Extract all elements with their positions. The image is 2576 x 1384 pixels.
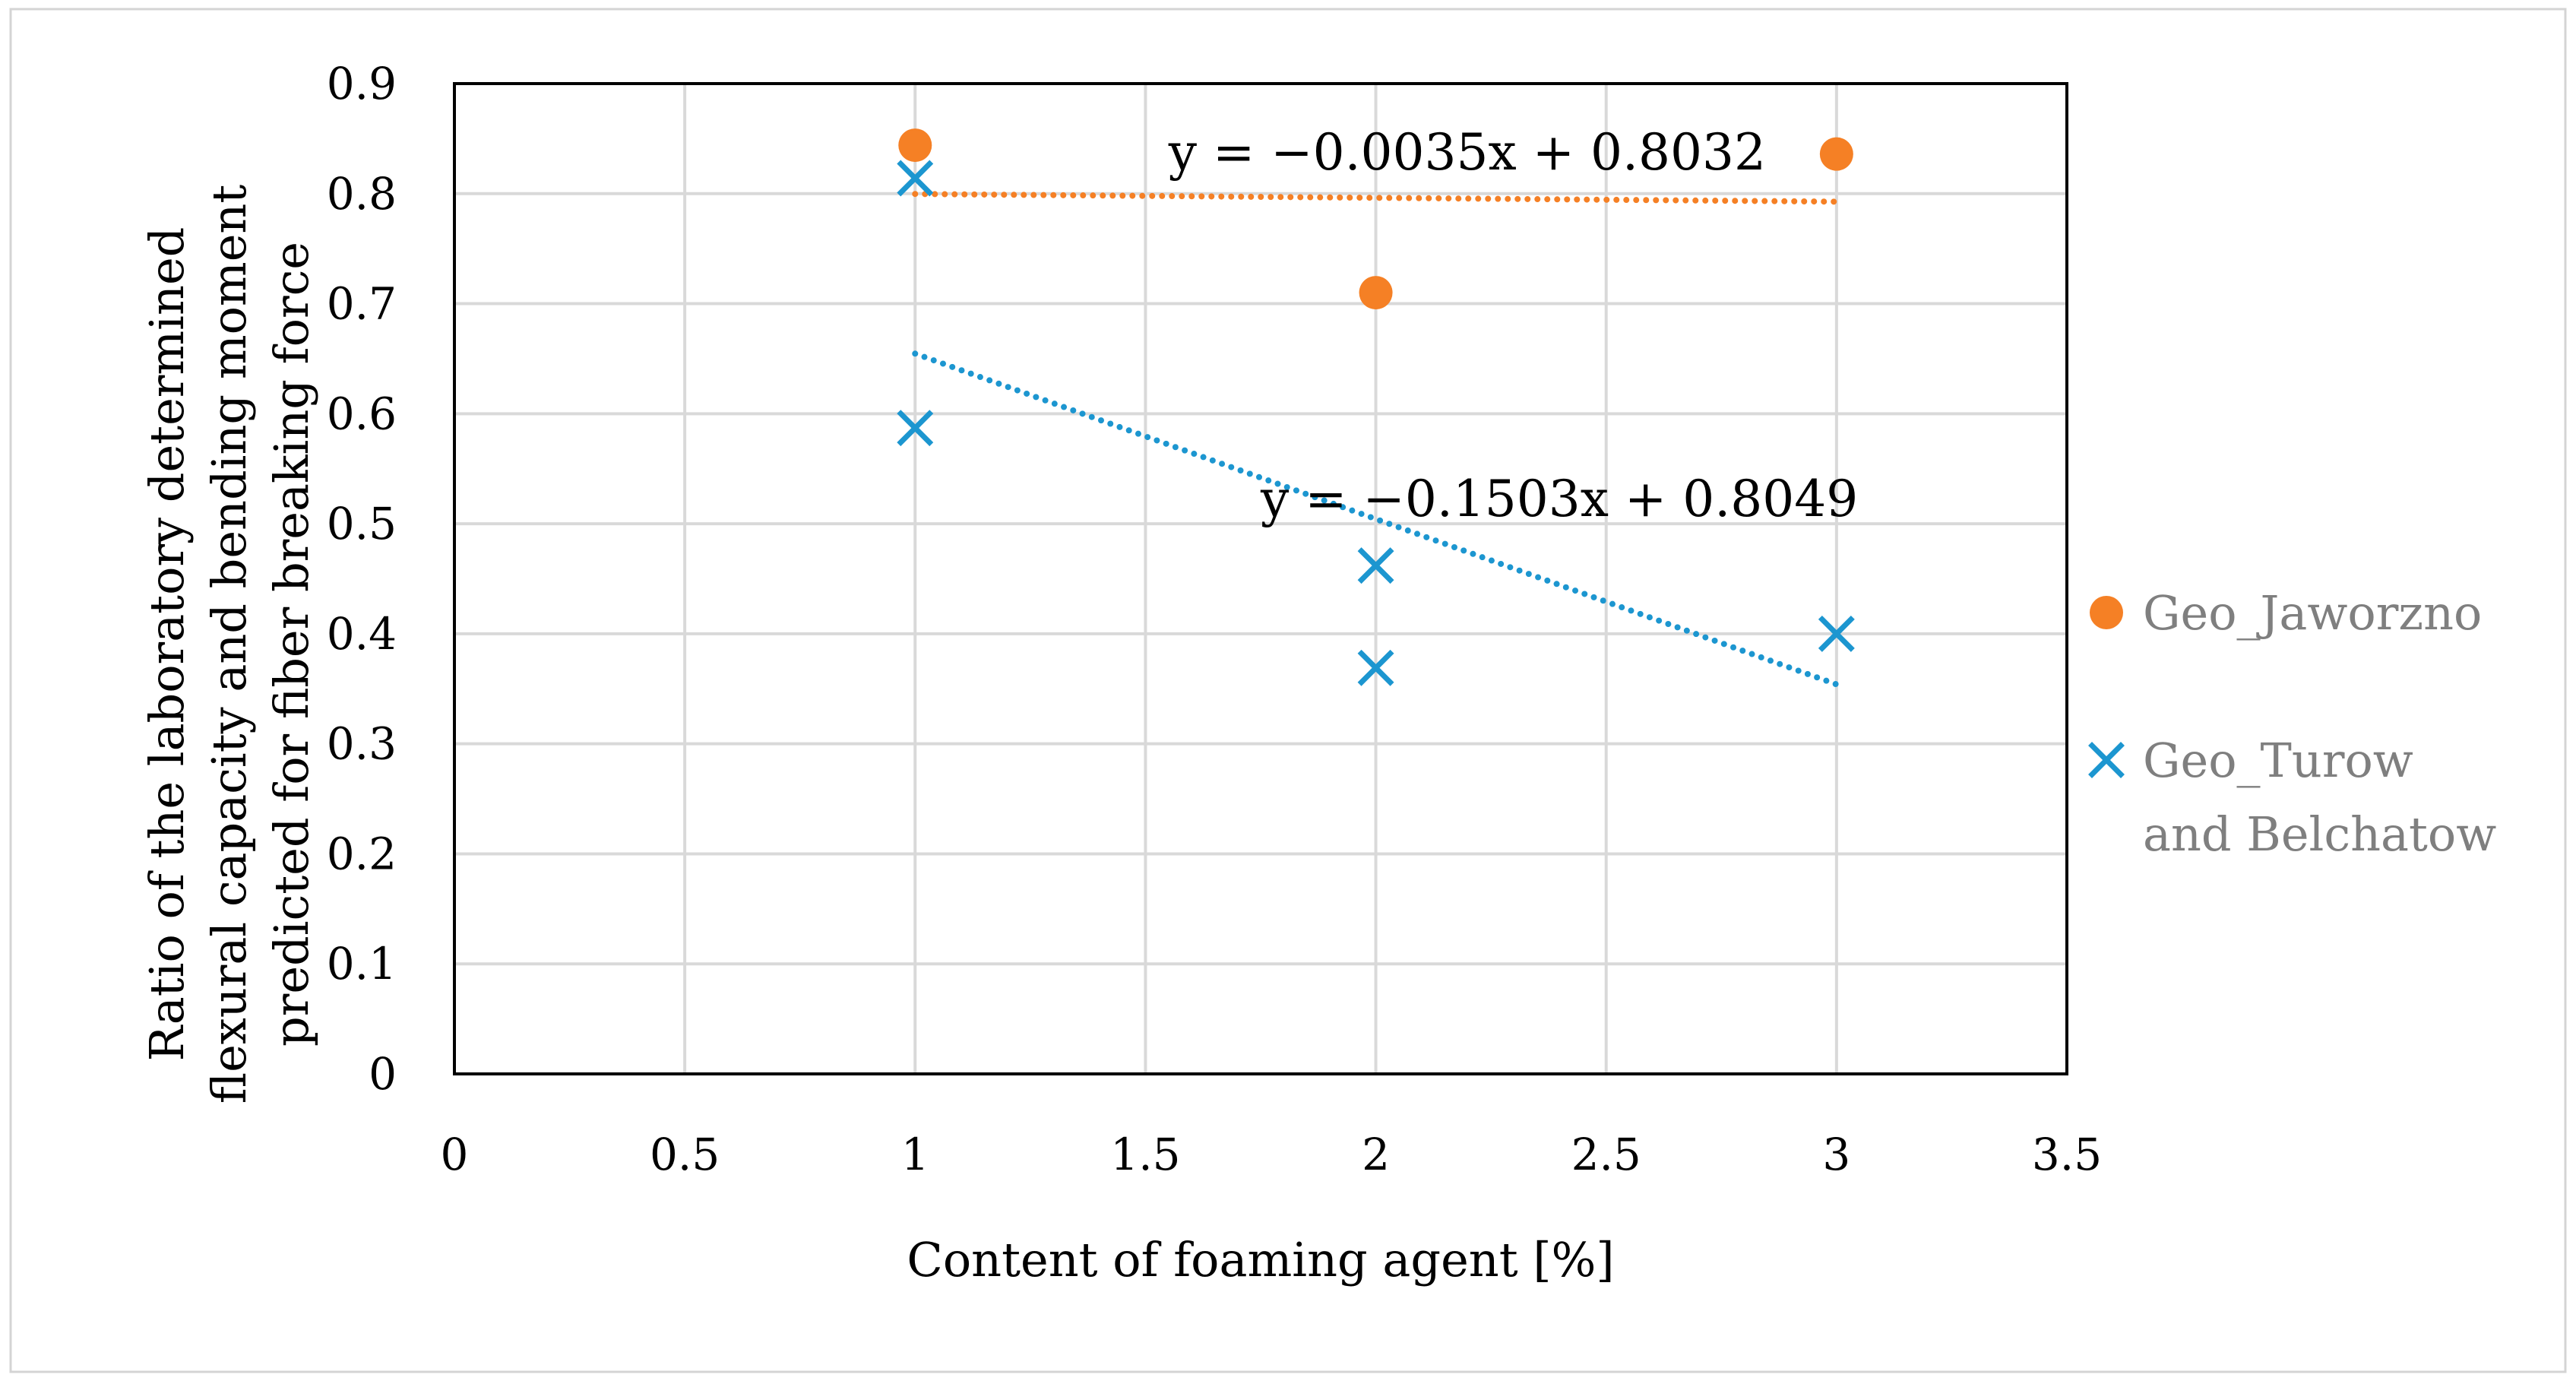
x-tick-label: 3.5 bbox=[2032, 1129, 2102, 1180]
y-tick-label: 0 bbox=[369, 1048, 397, 1100]
y-tick-label: 0.4 bbox=[327, 608, 397, 660]
data-point-x-marker bbox=[897, 160, 934, 197]
y-tick-label: 0.6 bbox=[327, 388, 397, 439]
legend-label: Geo_Jaworzno bbox=[2143, 585, 2482, 641]
y-axis-title-line: Ratio of the laboratory determined bbox=[139, 227, 195, 1062]
y-tick-label: 0.5 bbox=[327, 498, 397, 549]
data-point-circle bbox=[1359, 276, 1393, 310]
x-tick-label: 1.5 bbox=[1110, 1129, 1180, 1180]
data-point-x-marker bbox=[1357, 649, 1394, 686]
data-point-x-marker bbox=[1357, 547, 1394, 584]
x-axis-title: Content of foaming agent [%] bbox=[907, 1232, 1614, 1287]
y-tick-label: 0.7 bbox=[327, 278, 397, 330]
plot-area-frame bbox=[453, 82, 2068, 1075]
y-tick-label: 0.3 bbox=[327, 718, 397, 770]
y-tick-label: 0.9 bbox=[327, 58, 397, 109]
y-axis-title-line: flexural capacity and bending moment bbox=[201, 185, 257, 1104]
trendline-equation: y = −0.0035x + 0.8032 bbox=[1168, 123, 1766, 182]
legend-marker-x bbox=[2088, 742, 2125, 778]
y-tick-label: 0.2 bbox=[327, 828, 397, 879]
x-tick-label: 0.5 bbox=[650, 1129, 720, 1180]
legend-marker-circle bbox=[2090, 596, 2123, 629]
x-tick-label: 3 bbox=[1822, 1129, 1850, 1180]
x-tick-label: 2 bbox=[1362, 1129, 1390, 1180]
data-point-circle bbox=[898, 128, 932, 163]
data-point-x-marker bbox=[1818, 615, 1855, 652]
legend-label: Geo_Turow bbox=[2143, 733, 2413, 788]
x-tick-label: 2.5 bbox=[1571, 1129, 1641, 1180]
legend-label: and Belchatow bbox=[2143, 806, 2496, 862]
y-tick-label: 0.1 bbox=[327, 938, 397, 990]
chart-outer-border bbox=[9, 8, 2567, 1373]
x-tick-label: 1 bbox=[901, 1129, 929, 1180]
x-tick-label: 0 bbox=[441, 1129, 469, 1180]
trendline-series-0 bbox=[912, 191, 1840, 205]
y-axis-title-line: predicted for fiber breaking force bbox=[264, 242, 319, 1047]
data-point-x-marker bbox=[897, 410, 934, 447]
y-tick-label: 0.8 bbox=[327, 168, 397, 220]
trendline-equation: y = −0.1503x + 0.8049 bbox=[1260, 470, 1858, 528]
data-point-circle bbox=[1819, 137, 1853, 171]
